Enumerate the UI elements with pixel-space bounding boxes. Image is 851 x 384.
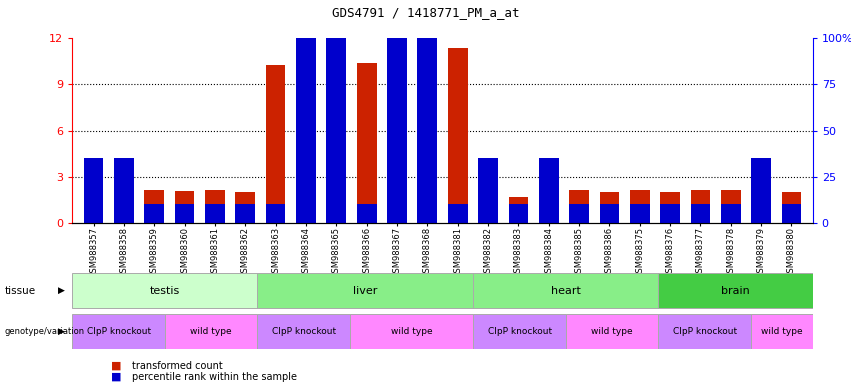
Text: tissue: tissue (4, 286, 36, 296)
Bar (418, 61, 437, 223)
Bar (569, 190, 589, 223)
Text: wild type: wild type (191, 327, 232, 336)
Bar (448, 48, 467, 223)
Bar (165, 314, 257, 349)
Bar (83, 158, 104, 223)
Bar (350, 314, 473, 349)
Text: genotype/variation: genotype/variation (4, 327, 84, 336)
Bar (357, 63, 376, 223)
Bar (630, 204, 649, 223)
Bar (781, 204, 802, 223)
Bar (236, 204, 255, 223)
Bar (600, 192, 620, 223)
Text: brain: brain (721, 286, 750, 296)
Bar (660, 204, 680, 223)
Bar (659, 273, 813, 308)
Bar (418, 38, 437, 223)
Bar (174, 191, 195, 223)
Text: testis: testis (150, 286, 180, 296)
Text: ClpP knockout: ClpP knockout (271, 327, 336, 336)
Bar (659, 314, 751, 349)
Text: ClpP knockout: ClpP knockout (87, 327, 151, 336)
Bar (721, 190, 740, 223)
Bar (72, 273, 257, 308)
Bar (387, 38, 407, 223)
Bar (266, 65, 285, 223)
Bar (630, 190, 649, 223)
Bar (357, 204, 376, 223)
Text: ClpP knockout: ClpP knockout (672, 327, 737, 336)
Bar (205, 204, 225, 223)
Bar (327, 38, 346, 223)
Bar (266, 204, 285, 223)
Bar (478, 158, 498, 223)
Bar (721, 204, 740, 223)
Bar (566, 314, 659, 349)
Bar (145, 204, 164, 223)
Text: ▶: ▶ (58, 286, 65, 295)
Bar (539, 189, 558, 223)
Bar (72, 314, 165, 349)
Bar (473, 314, 566, 349)
Bar (751, 189, 771, 223)
Bar (539, 158, 558, 223)
Text: wild type: wild type (591, 327, 633, 336)
Bar (387, 66, 407, 223)
Bar (509, 197, 528, 223)
Text: ■: ■ (111, 361, 121, 371)
Text: ▶: ▶ (58, 327, 65, 336)
Bar (448, 204, 467, 223)
Bar (751, 314, 813, 349)
Text: percentile rank within the sample: percentile rank within the sample (132, 372, 297, 382)
Bar (509, 204, 528, 223)
Bar (569, 204, 589, 223)
Bar (751, 158, 771, 223)
Bar (257, 314, 350, 349)
Text: wild type: wild type (391, 327, 432, 336)
Bar (690, 204, 711, 223)
Bar (257, 273, 473, 308)
Bar (600, 204, 620, 223)
Text: ■: ■ (111, 372, 121, 382)
Text: GDS4791 / 1418771_PM_a_at: GDS4791 / 1418771_PM_a_at (332, 6, 519, 19)
Bar (296, 38, 316, 223)
Bar (83, 190, 104, 223)
Bar (236, 192, 255, 223)
Bar (781, 192, 802, 223)
Text: ClpP knockout: ClpP knockout (488, 327, 551, 336)
Bar (690, 190, 711, 223)
Text: heart: heart (551, 286, 581, 296)
Bar (327, 63, 346, 223)
Bar (174, 204, 195, 223)
Bar (114, 158, 134, 223)
Bar (205, 190, 225, 223)
Text: wild type: wild type (761, 327, 802, 336)
Bar (145, 190, 164, 223)
Bar (478, 189, 498, 223)
Text: liver: liver (353, 286, 378, 296)
Bar (660, 192, 680, 223)
Text: transformed count: transformed count (132, 361, 223, 371)
Bar (473, 273, 659, 308)
Bar (296, 38, 316, 223)
Bar (114, 190, 134, 223)
